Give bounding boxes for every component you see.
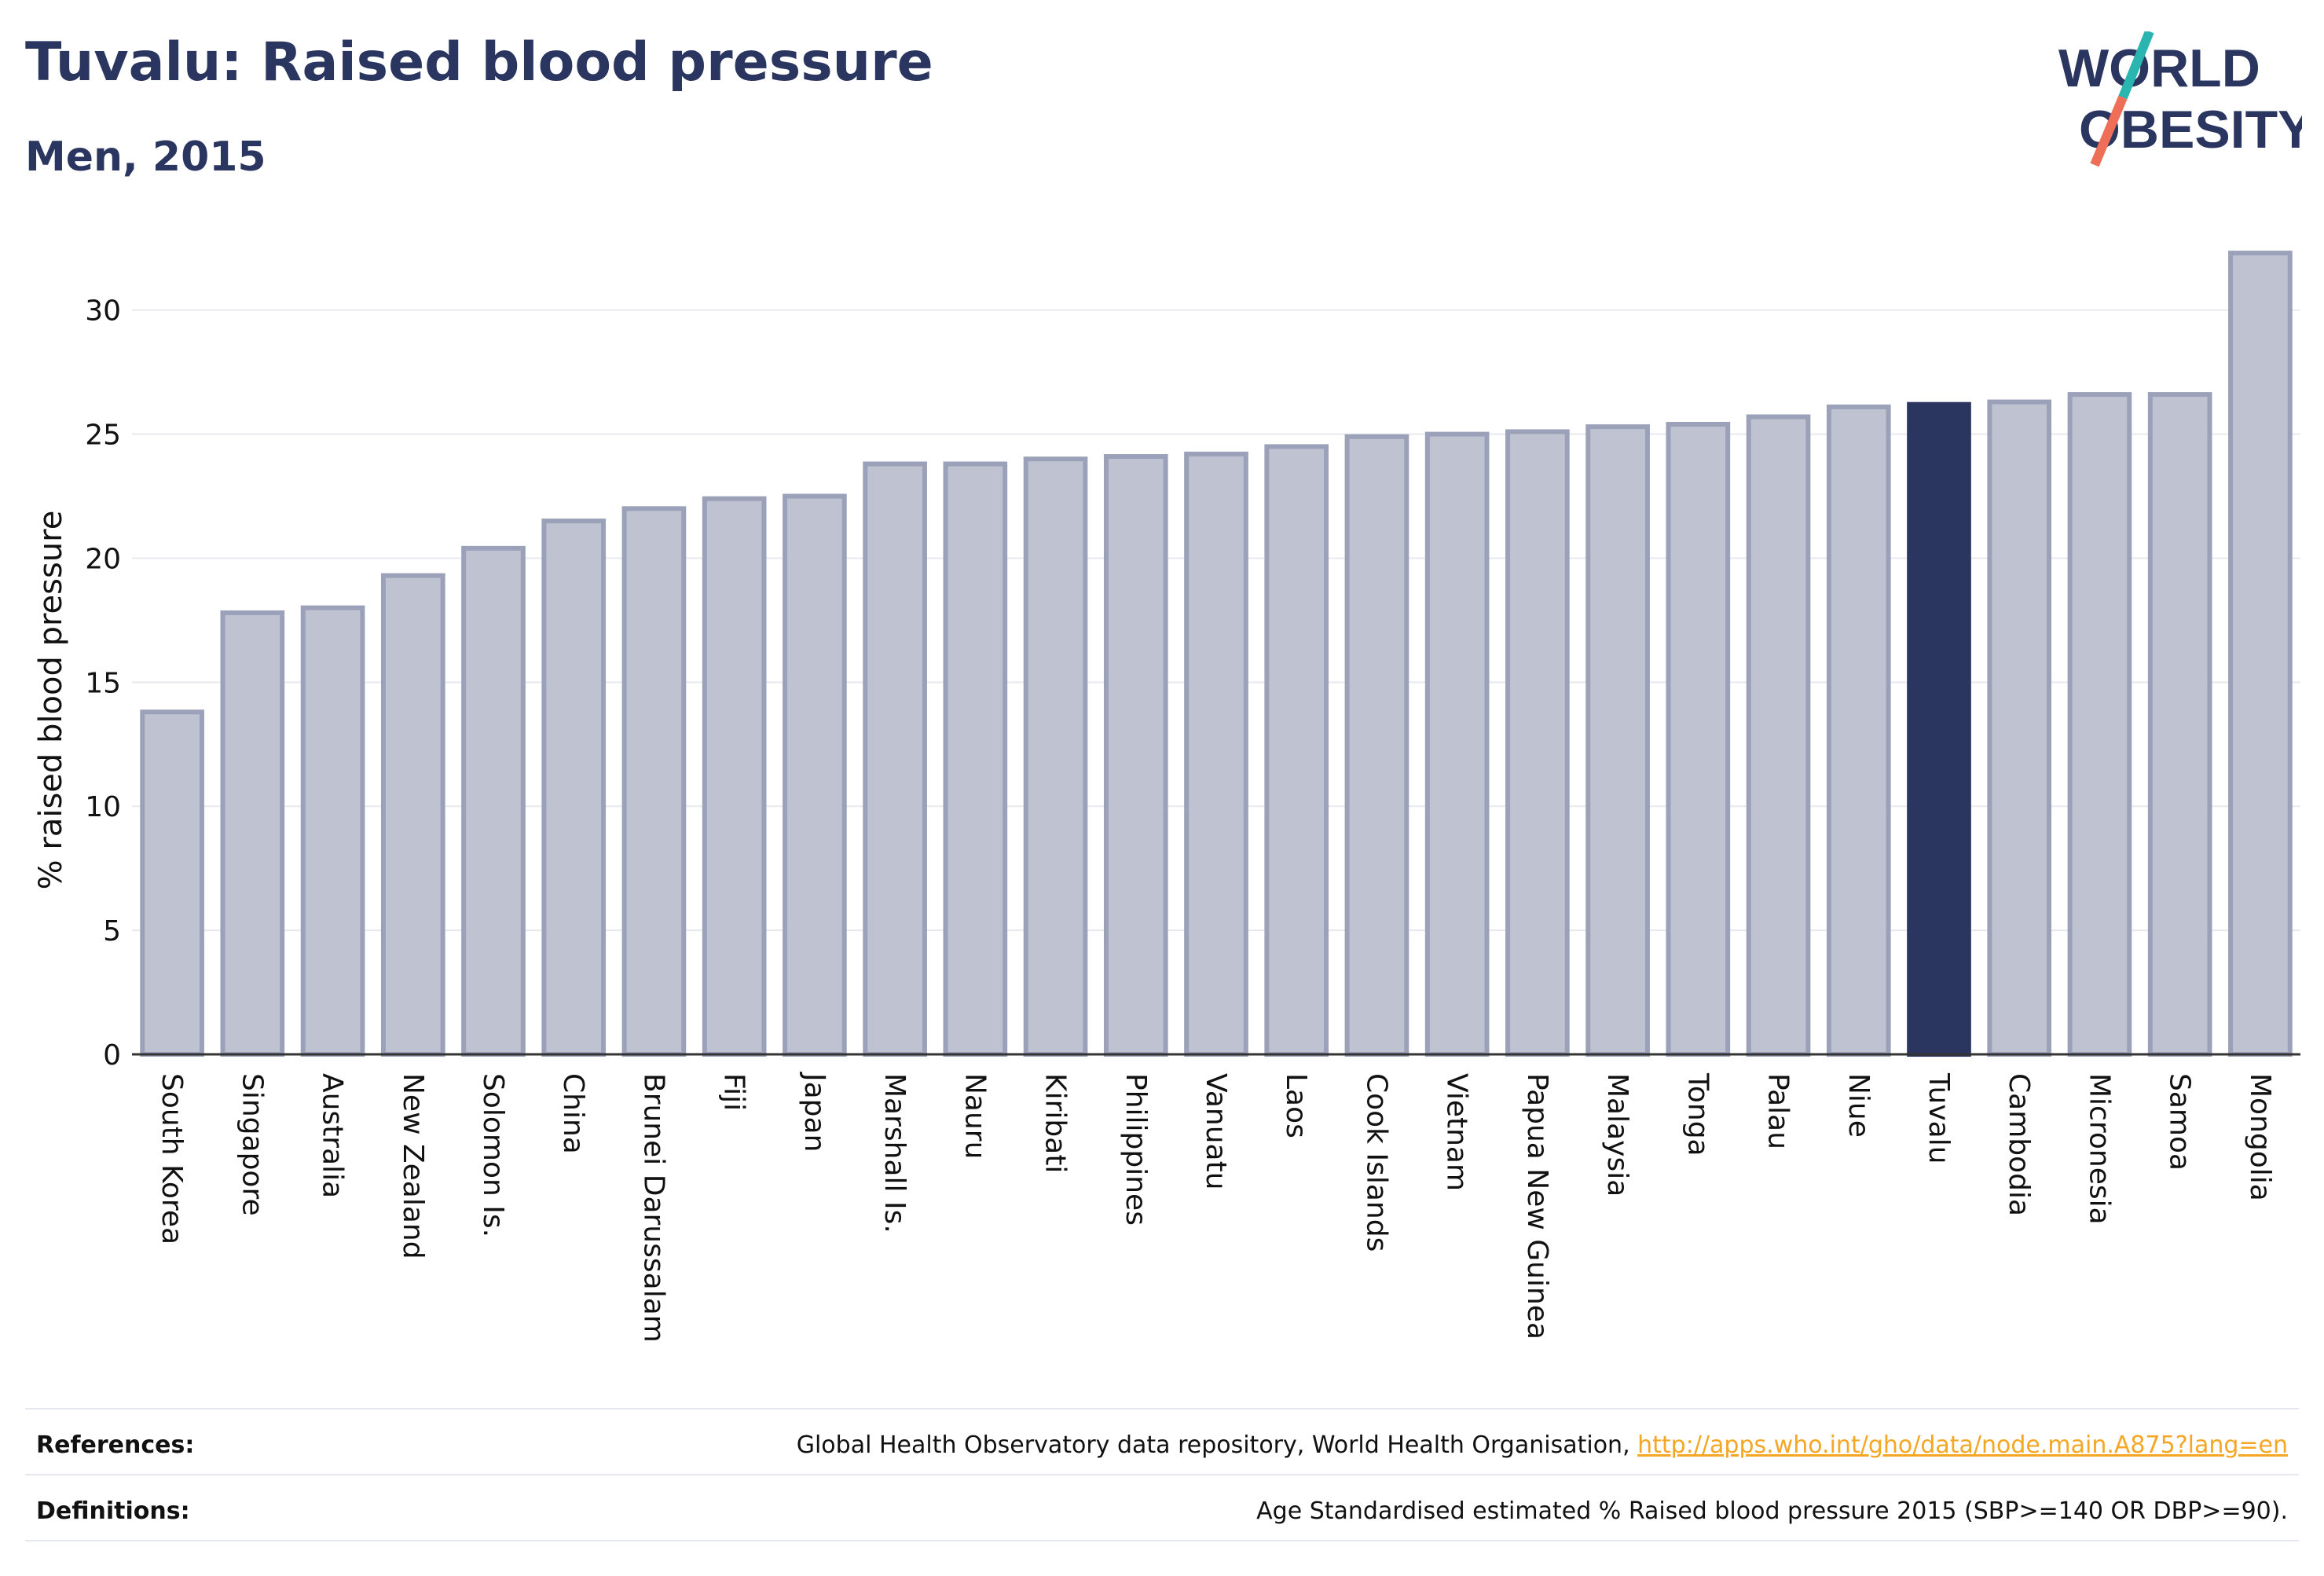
footer-divider-middle [25, 1474, 2299, 1475]
x-tick-label: Micronesia [2083, 1073, 2115, 1225]
bar-australia [300, 605, 365, 1057]
x-tick-label: Mongolia [2244, 1073, 2276, 1201]
bar-vanuatu [1184, 451, 1248, 1057]
x-tick-label: Vietnam [1441, 1073, 1473, 1191]
bar-chart: 0 5 10 15 20 25 30 South Korea Singapore Austral… [33, 251, 2300, 1343]
x-tick-label: Niue [1842, 1073, 1875, 1138]
bar-mongolia [2228, 251, 2293, 1057]
x-tick-label: South Korea [156, 1073, 188, 1244]
x-tick-label: Papua New Guinea [1521, 1073, 1553, 1340]
x-tick-label: Kiribati [1039, 1073, 1072, 1173]
definitions-value: Age Standardised estimated % Raised bloo… [1256, 1497, 2288, 1525]
definitions-label: Definitions: [36, 1497, 190, 1525]
x-tick-label: Cambodia [2003, 1073, 2035, 1216]
x-tick-label: New Zealand [397, 1073, 429, 1259]
x-tick-label: Vanuatu [1200, 1073, 1232, 1190]
bar-tonga [1666, 421, 1731, 1057]
bar-micronesia [2067, 392, 2132, 1057]
bar-singapore [220, 610, 285, 1057]
x-tick-label: Palau [1762, 1073, 1794, 1149]
y-axis-ticks: 0 5 10 15 20 25 30 [85, 295, 121, 1072]
x-tick-label: Philippines [1120, 1073, 1152, 1226]
x-tick-label: Brunei Darussalam [637, 1073, 669, 1343]
bar-marshall-is [863, 461, 927, 1057]
y-tick-label: 25 [85, 420, 121, 452]
bar-laos [1264, 444, 1329, 1057]
x-tick-label: Fiji [718, 1073, 750, 1111]
x-tick-label: Cook Islands [1360, 1073, 1392, 1252]
x-tick-label: Tonga [1681, 1072, 1714, 1156]
references-label: References: [36, 1431, 195, 1459]
logo-slash-teal [2118, 31, 2154, 100]
references-link[interactable]: http://apps.who.int/gho/data/node.main.A… [1637, 1431, 2288, 1459]
bar-malaysia [1585, 424, 1650, 1057]
bar-fiji [702, 496, 767, 1057]
logo-text-world: WORLD [2058, 38, 2260, 98]
bar-south-korea [140, 709, 204, 1057]
x-tick-label: China [557, 1073, 589, 1154]
bar-solomon-is [461, 545, 526, 1057]
bar-nauru [943, 461, 1008, 1057]
y-tick-label: 10 [85, 791, 121, 823]
bar-cambodia [1987, 399, 2052, 1057]
bar-niue [1826, 404, 1891, 1057]
x-tick-label: Solomon Is. [477, 1073, 509, 1237]
bars [140, 251, 2293, 1057]
references-value: Global Health Observatory data repositor… [797, 1431, 2288, 1459]
chart-subtitle: Men, 2015 [25, 134, 266, 181]
y-tick-label: 15 [85, 667, 121, 699]
x-tick-label: Tuvalu [1923, 1072, 1955, 1164]
definitions-row: Definitions: Age Standardised estimated … [25, 1480, 2299, 1543]
bar-philippines [1103, 454, 1168, 1057]
x-tick-label: Samoa [2164, 1073, 2196, 1171]
y-tick-label: 0 [103, 1039, 121, 1072]
x-tick-label: Malaysia [1601, 1073, 1633, 1197]
references-text: Global Health Observatory data repositor… [796, 1431, 1638, 1459]
bar-palau [1746, 414, 1811, 1057]
x-tick-label: Marshall Is. [878, 1073, 911, 1233]
chart-title: Tuvalu: Raised blood pressure [25, 31, 933, 93]
bar-cook-islands [1344, 434, 1409, 1057]
x-tick-label: Singapore [236, 1073, 268, 1216]
y-axis-label: % raised blood pressure [33, 511, 69, 890]
bar-new-zealand [380, 573, 445, 1057]
x-axis-labels: South Korea Singapore Australia New Zealand… [156, 1072, 2276, 1343]
logo-slash-coral [2090, 95, 2128, 167]
y-tick-label: 5 [103, 915, 121, 947]
bar-kiribati [1023, 456, 1088, 1057]
x-tick-label: Nauru [959, 1073, 991, 1159]
references-row: References: Global Health Observatory da… [25, 1414, 2299, 1477]
x-tick-label: Japan [798, 1072, 830, 1152]
bar-china [541, 519, 607, 1057]
bar-vietnam [1424, 431, 1490, 1057]
footer-divider-top [25, 1408, 2299, 1409]
footer-divider-bottom [25, 1540, 2299, 1541]
bar-tuvalu [1907, 401, 1971, 1057]
bar-japan [783, 493, 847, 1057]
world-obesity-logo: WORLD OBESITY [2058, 31, 2302, 167]
bar-samoa [2147, 392, 2212, 1057]
x-tick-label: Australia [317, 1073, 349, 1198]
bar-papua-new-guinea [1505, 429, 1570, 1057]
bar-brunei-darussalam [621, 506, 687, 1057]
x-tick-label: Laos [1280, 1073, 1312, 1138]
y-tick-label: 20 [85, 543, 121, 575]
y-tick-label: 30 [85, 295, 121, 328]
